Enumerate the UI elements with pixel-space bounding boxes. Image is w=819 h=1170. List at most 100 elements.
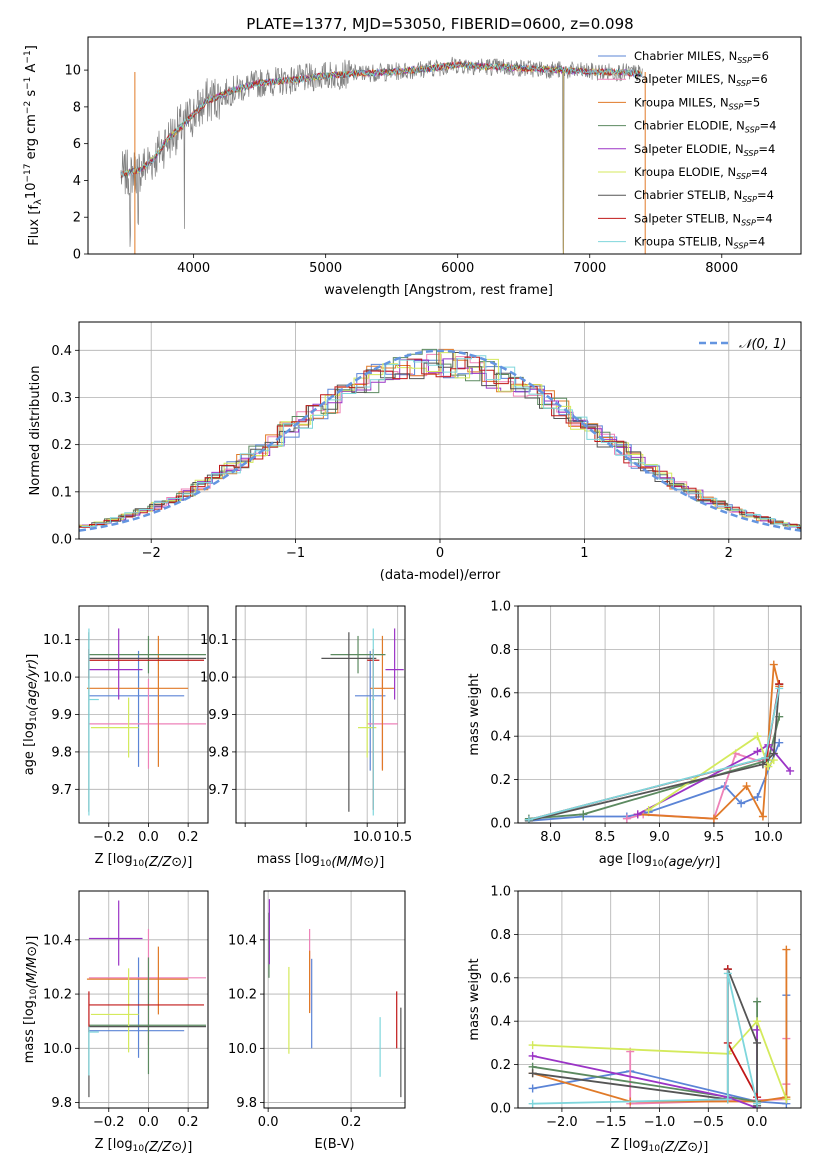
mass-vs-Z-plot-area	[86, 900, 207, 1098]
errorbar-point	[354, 650, 386, 771]
spectrum-axes: 4000 5000 6000 7000 8000 0 2 4 6 8 10	[64, 37, 801, 276]
errorbar-point	[88, 650, 185, 767]
age-vs-Z-ytick-label: 10.0	[43, 671, 72, 686]
errorbar-point	[370, 635, 395, 771]
legend-label: Kroupa MILES, NSSP=5	[634, 95, 760, 111]
residuals-xtick-label: −1	[286, 546, 305, 561]
legend-label: Chabrier STELIB, NSSP=4	[634, 188, 774, 204]
mass-vs-EBV-ytick-label: 9.8	[236, 1096, 257, 1111]
mass-weight-vs-Z-frame	[517, 890, 802, 1109]
residual-histogram	[81, 355, 801, 528]
spectrum-ytick-label: 8	[73, 100, 81, 115]
mass-vs-Z-axes: −0.2 0.0 0.2 9.8 10.0 10.2 10.4	[43, 891, 208, 1130]
mass-weight-vs-Z-ylabel: mass weight	[467, 958, 482, 1040]
residuals-legend: 𝒩(0, 1)	[699, 337, 786, 352]
age-vs-Z-xtick-label: 0.2	[178, 830, 199, 845]
residuals-xtick-label: 0	[436, 546, 444, 561]
mass-weight-vs-Z-xtick-label: −1.5	[595, 1115, 627, 1130]
mass-weight-vs-age-ytick-label: 0.4	[490, 730, 511, 745]
age-vs-Z-ytick-label: 9.8	[51, 745, 72, 760]
weight-series-line	[648, 734, 775, 811]
mass-vs-EBV-frame	[263, 890, 406, 1109]
mass-weight-vs-age-ytick-label: 0.8	[490, 643, 511, 658]
weight-series-line	[528, 716, 781, 820]
legend-label: Kroupa STELIB, NSSP=4	[634, 235, 765, 251]
residual-histogram	[79, 348, 801, 530]
spectrum-legend: Chabrier MILES, NSSP=6 Salpeter MILES, NS…	[598, 49, 776, 251]
mass-vs-EBV-ytick-label: 10.2	[228, 988, 257, 1003]
spectrum-xlabel: wavelength [Angstrom, rest frame]	[324, 283, 553, 298]
mass-weight-vs-age-xtick-label: 10.0	[754, 830, 783, 845]
mass-vs-Z-xtick-label: 0.2	[178, 1115, 199, 1130]
errorbar-point	[88, 957, 207, 1075]
age-vs-mass-ytick-label: 9.8	[208, 745, 229, 760]
mass-vs-Z-ylabel: mass [log10(M/M⊙)]	[22, 936, 40, 1064]
weight-series-marker	[753, 1038, 762, 1047]
legend-label: Kroupa ELODIE, NSSP=4	[634, 165, 768, 181]
spectrum-plot-area	[120, 56, 646, 254]
mass-weight-vs-age-xtick-label: 8.5	[595, 830, 616, 845]
weight-series	[528, 969, 762, 1108]
weight-series-marker	[723, 969, 732, 978]
weight-series-marker	[775, 684, 784, 693]
spectrum-ylabel: Flux [fλ10−17 erg cm−2 s−1 A−1]	[23, 45, 44, 246]
errorbar-point	[90, 968, 139, 1053]
spectrum-xtick-label: 6000	[441, 261, 474, 276]
mass-weight-vs-age-ytick-label: 0.2	[490, 773, 511, 788]
age-vs-mass-ytick-label: 9.9	[208, 708, 229, 723]
mass-weight-vs-Z-xtick-label: −0.5	[693, 1115, 725, 1130]
residuals-xlabel: (data-model)/error	[380, 568, 501, 583]
age-vs-mass-xtick-label: 10.5	[383, 830, 412, 845]
residuals-xtick-label: 1	[580, 546, 588, 561]
mass-vs-Z-frame	[78, 890, 209, 1109]
residuals-ytick-label: 0.1	[51, 485, 72, 500]
mass-vs-Z-ytick-label: 10.4	[43, 933, 72, 948]
spectrum-ytick-label: 10	[64, 64, 81, 79]
age-vs-Z-xlabel: Z [log10(Z/Z⊙)]	[95, 852, 193, 870]
residuals-plot-area	[79, 348, 801, 532]
residuals-xtick-label: −2	[142, 546, 161, 561]
errorbar-point	[330, 635, 386, 674]
residuals-xtick-label: 2	[725, 546, 733, 561]
mass-weight-vs-Z-ytick-label: 0.0	[490, 1102, 511, 1117]
weight-series-line	[637, 743, 791, 816]
mass-vs-EBV-ytick-label: 10.0	[228, 1042, 257, 1057]
residuals-frame	[78, 321, 802, 540]
age-vs-Z-ylabel: age [log10(age/yr)]	[22, 654, 40, 776]
residual-histogram	[79, 356, 801, 528]
weight-series-marker	[753, 1017, 762, 1026]
mass-weight-vs-Z-xtick-label: −2.0	[546, 1115, 578, 1130]
age-vs-Z-ytick-label: 10.1	[43, 633, 72, 648]
mass-weight-vs-Z-axes: −2.0 −1.5 −1.0 −0.5 0.0 0.0 0.2 0.4 0.6 0.8 1.0	[490, 885, 801, 1130]
spectrum-xtick-label: 7000	[573, 261, 606, 276]
mass-vs-EBV-xlabel: E(B-V)	[314, 1137, 354, 1152]
spectrum-xtick-label: 8000	[705, 261, 738, 276]
mass-weight-vs-age-axes: 8.0 8.5 9.0 9.5 10.0 0.0 0.2 0.4 0.6 0.8 1.0	[490, 600, 801, 845]
age-vs-Z-frame	[78, 605, 209, 824]
mass-weight-vs-Z-xtick-label: −1.0	[644, 1115, 676, 1130]
errorbar-point	[86, 635, 189, 767]
residuals-ytick-label: 0.3	[51, 391, 72, 406]
age-vs-Z-xtick-label: −0.2	[93, 830, 125, 845]
errorbar-point	[88, 628, 99, 816]
weight-series-marker	[775, 738, 784, 747]
weight-series	[524, 684, 784, 823]
mass-weight-vs-age-ytick-label: 0.6	[490, 686, 511, 701]
age-vs-mass-xlabel: mass [log10(M/M⊙)]	[257, 852, 385, 870]
errorbar-point	[88, 628, 143, 700]
age-vs-mass-ytick-label: 10.1	[200, 633, 229, 648]
mass-weight-vs-Z-xlabel: Z [log10(Z/Z⊙)]	[611, 1137, 709, 1155]
spectrum-ytick-label: 6	[73, 137, 81, 152]
weight-series-marker	[758, 812, 767, 821]
mass-vs-EBV-plot-area	[268, 899, 402, 1098]
weight-series-line	[528, 742, 781, 822]
weight-series-marker	[761, 753, 770, 762]
age-vs-mass-ytick-label: 9.7	[208, 783, 229, 798]
residuals-ytick-label: 0.0	[51, 533, 72, 548]
mass-weight-vs-Z-ytick-label: 0.6	[490, 971, 511, 986]
mass-vs-Z-xlabel: Z [log10(Z/Z⊙)]	[95, 1137, 193, 1155]
errorbar-point	[86, 946, 189, 1015]
legend-label: Salpeter MILES, NSSP=6	[634, 72, 768, 88]
weight-series-marker	[764, 762, 773, 771]
